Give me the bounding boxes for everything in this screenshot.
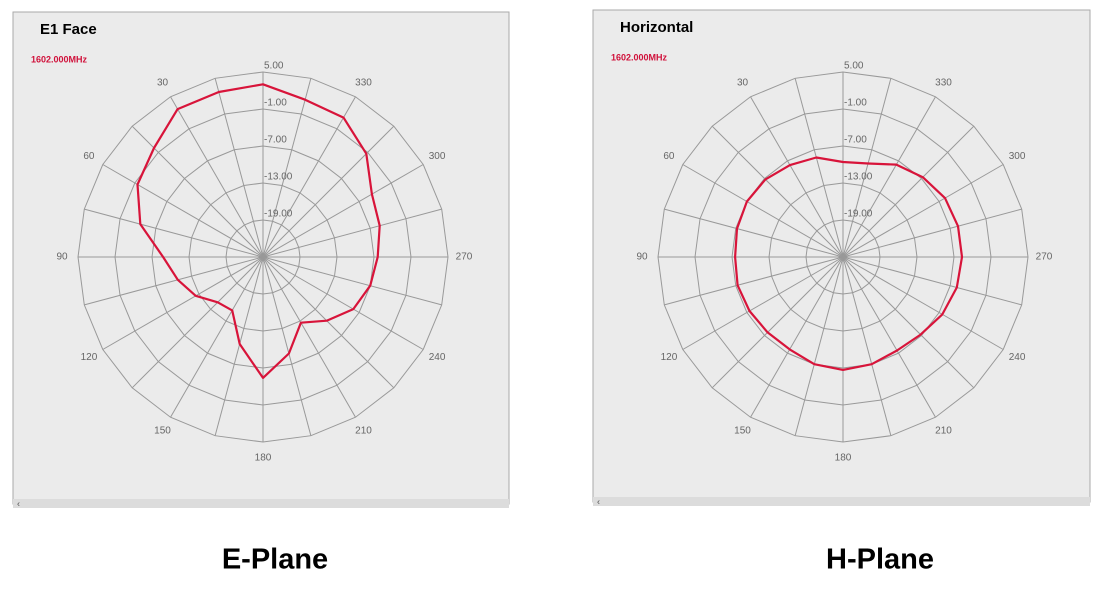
spoke-grid <box>842 256 975 389</box>
spoke-grid <box>711 125 844 258</box>
spoke-grid <box>842 125 975 258</box>
chart-title: E1 Face <box>40 21 97 38</box>
scrollbar[interactable] <box>13 499 509 508</box>
spoke-grid <box>214 256 264 436</box>
spoke-grid <box>711 256 844 389</box>
theta-tick-label: 330 <box>355 78 372 89</box>
spoke-grid <box>842 96 936 258</box>
spoke-grid <box>842 256 936 418</box>
spoke-grid <box>170 96 264 258</box>
spoke-grid <box>842 256 892 436</box>
spoke-grid <box>842 78 892 258</box>
caption: E-Plane <box>222 544 328 576</box>
caption: H-Plane <box>826 544 934 576</box>
spoke-grid <box>170 256 264 418</box>
r-tick-label: -19.00 <box>844 209 873 220</box>
theta-tick-label: 330 <box>935 78 952 89</box>
r-tick-label: -1.00 <box>264 98 287 109</box>
theta-tick-label: 90 <box>56 252 68 263</box>
spoke-grid <box>262 256 356 418</box>
theta-tick-label: 60 <box>663 151 675 162</box>
spoke-grid <box>842 208 1022 258</box>
spoke-grid <box>262 256 395 389</box>
r-tick-label: 5.00 <box>264 61 284 72</box>
theta-tick-label: 180 <box>255 453 272 464</box>
r-tick-label: -7.00 <box>844 135 867 146</box>
pattern-line <box>734 156 964 371</box>
theta-tick-label: 150 <box>154 426 171 437</box>
spoke-grid <box>262 256 424 350</box>
spoke-grid <box>842 256 1004 350</box>
spoke-grid <box>262 125 395 258</box>
spoke-grid <box>262 256 312 436</box>
spoke-grid <box>842 256 1022 306</box>
spoke-grid <box>262 208 442 258</box>
r-tick-label: -13.00 <box>264 172 293 183</box>
theta-tick-label: 300 <box>1009 151 1026 162</box>
spoke-grid <box>84 208 264 258</box>
frequency-label: 1602.000MHz <box>31 54 88 64</box>
theta-tick-label: 60 <box>83 151 95 162</box>
theta-tick-label: 300 <box>429 151 446 162</box>
theta-tick-label: 150 <box>734 426 751 437</box>
spoke-grid <box>131 256 264 389</box>
theta-tick-label: 120 <box>661 352 678 363</box>
spoke-grid <box>682 256 844 350</box>
theta-tick-label: 30 <box>737 78 749 89</box>
theta-tick-label: 270 <box>456 252 473 263</box>
spoke-grid <box>262 164 424 258</box>
scroll-arrow[interactable]: ‹ <box>597 496 600 506</box>
r-tick-label: -7.00 <box>264 135 287 146</box>
pattern-line <box>136 83 381 379</box>
r-tick-label: -13.00 <box>844 172 873 183</box>
spoke-grid <box>262 96 356 258</box>
theta-tick-label: 90 <box>636 252 648 263</box>
spoke-grid <box>262 256 442 306</box>
theta-tick-label: 180 <box>835 453 852 464</box>
spoke-grid <box>842 164 1004 258</box>
scroll-arrow[interactable]: ‹ <box>17 498 20 508</box>
spoke-grid <box>102 256 264 350</box>
chart-title: Horizontal <box>620 19 693 36</box>
theta-tick-label: 30 <box>157 78 169 89</box>
r-tick-label: -1.00 <box>844 98 867 109</box>
frequency-label: 1602.000MHz <box>611 52 668 62</box>
scrollbar[interactable] <box>593 497 1090 506</box>
spoke-grid <box>102 164 264 258</box>
spoke-grid <box>214 78 264 258</box>
spoke-grid <box>750 256 844 418</box>
theta-tick-label: 270 <box>1036 252 1053 263</box>
spoke-grid <box>664 208 844 258</box>
spoke-grid <box>682 164 844 258</box>
theta-tick-label: 120 <box>81 352 98 363</box>
r-tick-label: -19.00 <box>264 209 293 220</box>
spoke-grid <box>262 78 312 258</box>
theta-tick-label: 240 <box>1009 352 1026 363</box>
theta-tick-label: 210 <box>935 426 952 437</box>
theta-tick-label: 210 <box>355 426 372 437</box>
spoke-grid <box>750 96 844 258</box>
spoke-grid <box>794 256 844 436</box>
spoke-grid <box>84 256 264 306</box>
spoke-grid <box>664 256 844 306</box>
theta-tick-label: 240 <box>429 352 446 363</box>
r-tick-label: 5.00 <box>844 61 864 72</box>
spoke-grid <box>794 78 844 258</box>
